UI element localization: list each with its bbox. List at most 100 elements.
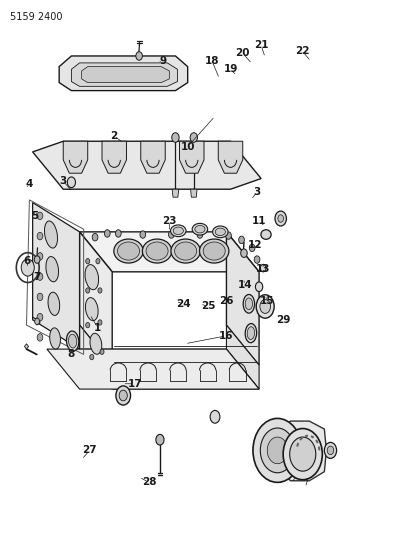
Circle shape [156,434,164,445]
Circle shape [256,295,274,318]
Circle shape [92,233,98,241]
Circle shape [86,259,90,264]
Text: 19: 19 [223,64,238,74]
Circle shape [37,232,43,240]
Circle shape [290,437,316,471]
Polygon shape [218,141,243,173]
Polygon shape [59,56,188,91]
Circle shape [37,293,43,301]
Polygon shape [82,67,169,83]
Text: 18: 18 [205,56,220,66]
Circle shape [169,231,174,238]
Text: 7: 7 [33,272,40,282]
Polygon shape [47,349,259,389]
Ellipse shape [85,297,98,321]
Circle shape [275,211,286,226]
Ellipse shape [146,242,168,260]
Ellipse shape [203,242,225,260]
Text: 17: 17 [127,379,142,389]
Text: 1: 1 [94,323,102,333]
Circle shape [190,133,197,142]
Text: 26: 26 [219,296,234,306]
Circle shape [239,236,244,244]
Circle shape [136,52,142,60]
Ellipse shape [192,223,208,235]
Ellipse shape [118,242,140,260]
Text: 3: 3 [60,176,67,186]
Text: 14: 14 [237,280,252,290]
Text: 3: 3 [253,187,261,197]
Ellipse shape [213,226,228,238]
Polygon shape [279,421,326,481]
Polygon shape [33,141,261,189]
Text: 15: 15 [260,296,275,306]
Text: 22: 22 [295,46,309,55]
Ellipse shape [46,256,58,282]
Polygon shape [80,232,112,365]
Ellipse shape [171,239,200,263]
Ellipse shape [195,225,205,233]
Polygon shape [102,141,126,173]
Text: 27: 27 [82,446,97,455]
Text: 12: 12 [248,240,262,250]
Ellipse shape [50,328,60,349]
Circle shape [90,354,94,360]
Circle shape [278,215,284,222]
Ellipse shape [67,331,79,351]
Polygon shape [80,349,259,389]
Text: 5159 2400: 5159 2400 [10,12,63,22]
Circle shape [67,177,75,188]
Polygon shape [80,325,112,389]
Ellipse shape [243,294,255,313]
Circle shape [86,288,90,293]
Ellipse shape [200,239,229,263]
Circle shape [260,428,295,473]
Text: 9: 9 [160,56,167,66]
Circle shape [100,349,104,354]
Circle shape [37,253,43,260]
Ellipse shape [142,239,172,263]
Polygon shape [191,189,197,197]
Circle shape [37,273,43,280]
Text: 6: 6 [23,256,30,266]
Ellipse shape [247,327,255,340]
Text: 2: 2 [111,131,118,141]
Circle shape [21,259,34,276]
Text: 4: 4 [26,179,33,189]
Circle shape [116,386,131,405]
Text: 8: 8 [68,350,75,359]
Circle shape [254,256,260,263]
Text: 13: 13 [256,264,271,274]
Polygon shape [33,203,80,349]
Circle shape [86,322,90,328]
Text: 25: 25 [201,302,215,311]
Circle shape [119,390,127,401]
Circle shape [249,244,255,252]
Circle shape [210,410,220,423]
Circle shape [140,231,146,238]
Ellipse shape [171,225,186,237]
Polygon shape [141,141,165,173]
Circle shape [96,259,100,264]
Ellipse shape [44,221,58,248]
Circle shape [115,230,121,237]
Circle shape [324,442,337,458]
Polygon shape [63,141,88,173]
Polygon shape [24,344,29,349]
Circle shape [283,429,322,480]
Circle shape [226,232,231,239]
Circle shape [267,437,288,464]
Ellipse shape [175,242,197,260]
Ellipse shape [215,228,225,236]
Polygon shape [226,325,259,389]
Text: 23: 23 [162,216,177,226]
Circle shape [98,288,102,293]
Circle shape [35,318,40,325]
Circle shape [37,313,43,321]
Circle shape [98,320,102,325]
Text: 5: 5 [31,211,38,221]
Circle shape [197,231,203,238]
Polygon shape [80,232,259,272]
Polygon shape [71,63,177,86]
Circle shape [34,256,40,263]
